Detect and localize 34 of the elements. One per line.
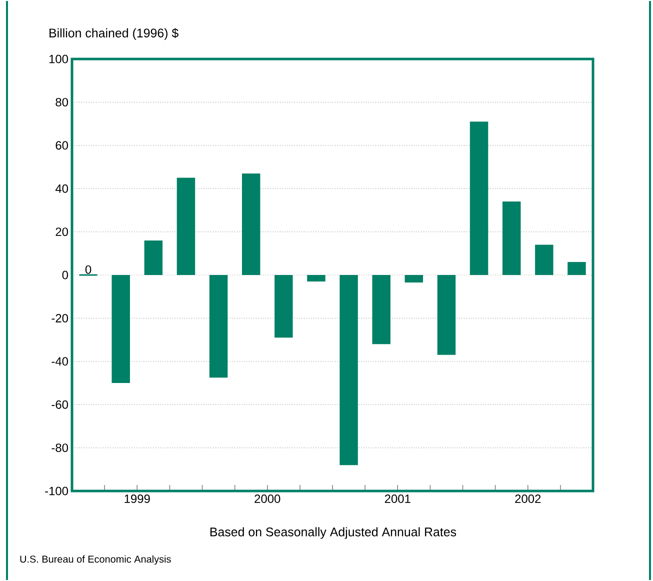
y-tick-label: 100 <box>49 54 68 64</box>
y-tick-label: 20 <box>56 228 68 236</box>
bar <box>307 274 326 282</box>
y-tick-label: -80 <box>52 444 68 452</box>
bar <box>112 274 130 383</box>
bar <box>274 274 293 338</box>
y-tick-label: 0 <box>62 270 68 280</box>
y-tick-label: 40 <box>55 184 68 193</box>
y-tick-label: 80 <box>56 98 68 106</box>
y-tick-label: -20 <box>52 314 68 322</box>
x-tick-label: 2002 <box>515 494 541 503</box>
bar <box>502 202 521 275</box>
x-axis-title: Based on Seasonally Adjusted Annual Rates <box>210 527 456 539</box>
bar <box>209 274 228 378</box>
y-axis-title: Billion chained (1996) $ <box>50 28 178 40</box>
bar <box>535 244 554 275</box>
x-tick-label: 2000 <box>254 494 280 503</box>
bar <box>242 173 260 275</box>
y-tick-label: -40 <box>52 357 68 366</box>
bar <box>437 274 456 355</box>
bar <box>340 274 358 466</box>
bar <box>470 122 488 275</box>
bar <box>404 274 424 283</box>
x-tick-label: 2001 <box>384 494 410 503</box>
text: U.S. Bureau of Economic Analysis <box>20 555 171 565</box>
bar <box>144 240 163 275</box>
data-label: 0 <box>85 265 92 274</box>
y-tick-label: 60 <box>56 141 68 150</box>
y-tick-label: -100 <box>45 486 68 496</box>
y-tick-label: -60 <box>52 400 68 409</box>
bar <box>176 178 196 275</box>
bar <box>568 262 586 275</box>
x-tick-label: 1999 <box>124 494 150 503</box>
bar <box>372 274 390 344</box>
